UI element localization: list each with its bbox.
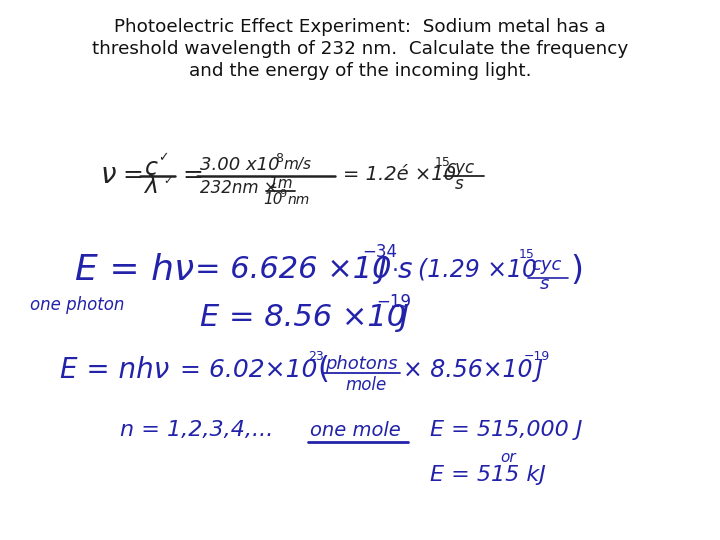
Text: 23: 23	[308, 349, 324, 362]
Text: E = 515 kJ: E = 515 kJ	[430, 465, 546, 485]
Text: $\lambda$: $\lambda$	[143, 174, 158, 198]
Text: nm: nm	[288, 193, 310, 207]
Text: 232nm ×: 232nm ×	[200, 179, 278, 197]
Text: (1.29 ×10: (1.29 ×10	[418, 258, 537, 282]
Text: m/s: m/s	[283, 158, 311, 172]
Text: one mole: one mole	[310, 421, 401, 440]
Text: =: =	[122, 163, 143, 187]
Text: J: J	[536, 358, 543, 382]
Text: one photon: one photon	[30, 296, 125, 314]
Text: ✓: ✓	[163, 176, 172, 186]
Text: =: =	[182, 163, 203, 187]
Text: E = 8.56 ×10: E = 8.56 ×10	[200, 303, 406, 333]
Text: threshold wavelength of 232 nm.  Calculate the frequency: threshold wavelength of 232 nm. Calculat…	[92, 40, 628, 58]
Text: = 6.02×10: = 6.02×10	[180, 358, 318, 382]
Text: c: c	[145, 156, 158, 180]
Text: × 8.56×10: × 8.56×10	[403, 358, 533, 382]
Text: J: J	[400, 303, 409, 333]
Text: ·: ·	[392, 261, 399, 281]
Text: photons: photons	[325, 355, 397, 373]
Text: −34: −34	[362, 243, 397, 261]
Text: 3.00 x10: 3.00 x10	[200, 156, 279, 174]
Text: −19: −19	[524, 350, 550, 363]
Text: s: s	[398, 256, 413, 284]
Text: −19: −19	[376, 293, 411, 311]
Text: J: J	[378, 255, 387, 285]
Text: 9: 9	[279, 189, 286, 199]
Text: 8: 8	[275, 152, 283, 165]
Text: $\nu$: $\nu$	[100, 161, 117, 189]
Text: or: or	[500, 450, 516, 465]
Text: = 6.626 ×10: = 6.626 ×10	[195, 255, 392, 285]
Text: ✓: ✓	[158, 152, 168, 165]
Text: (: (	[317, 355, 329, 384]
Text: E = 515,000 J: E = 515,000 J	[430, 420, 582, 440]
Text: Photoelectric Effect Experiment:  Sodium metal has a: Photoelectric Effect Experiment: Sodium …	[114, 18, 606, 36]
Text: E = nhν: E = nhν	[60, 356, 169, 384]
Text: 15: 15	[435, 157, 451, 170]
Text: s: s	[455, 175, 464, 193]
Text: mole: mole	[345, 376, 386, 394]
Text: s: s	[540, 275, 549, 293]
Text: 15: 15	[519, 248, 535, 261]
Text: ): )	[570, 253, 583, 287]
Text: = 1.2é ×10: = 1.2é ×10	[343, 165, 456, 185]
Text: and the energy of the incoming light.: and the energy of the incoming light.	[189, 62, 531, 80]
Text: cyc: cyc	[446, 159, 474, 177]
Text: 10: 10	[263, 192, 282, 207]
Text: n = 1,2,3,4,...: n = 1,2,3,4,...	[120, 420, 274, 440]
Text: 1m: 1m	[268, 176, 292, 191]
Text: E = hν: E = hν	[75, 253, 194, 287]
Text: cyc: cyc	[531, 256, 562, 274]
